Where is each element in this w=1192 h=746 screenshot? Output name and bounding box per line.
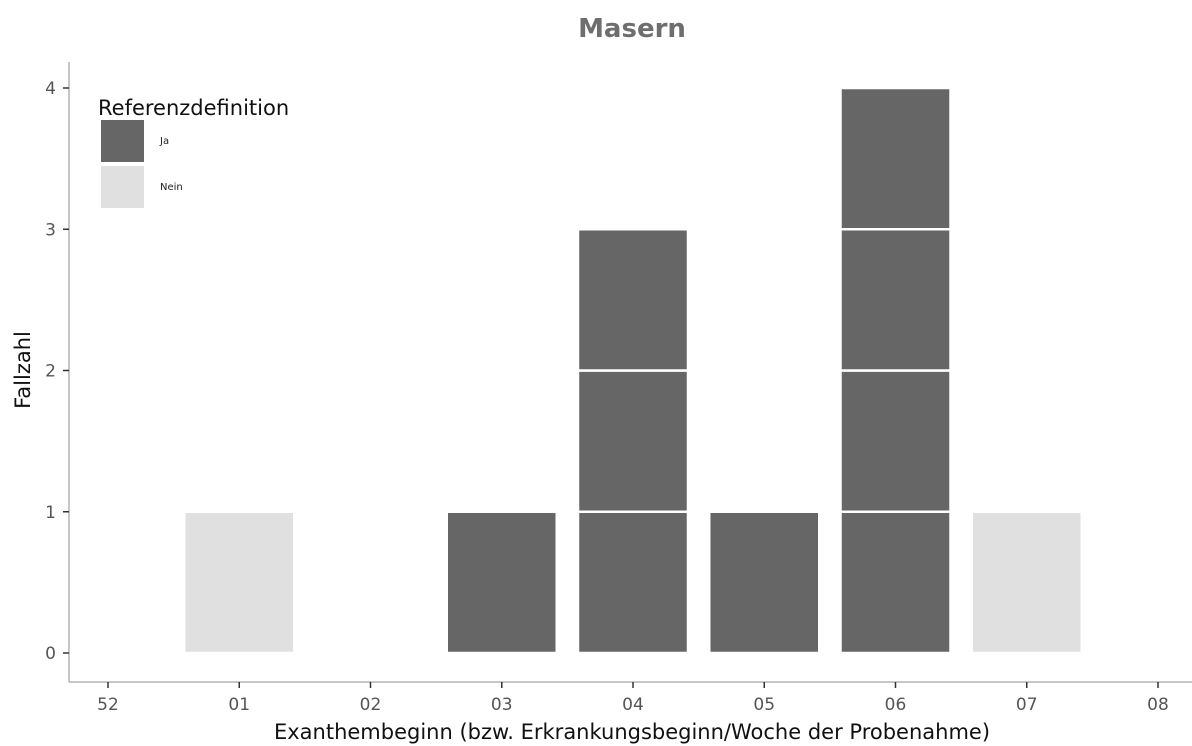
x-tick-label: 01 xyxy=(228,695,250,715)
y-tick-label: 2 xyxy=(45,362,56,382)
x-tick-label: 03 xyxy=(491,695,513,715)
chart-title: Masern xyxy=(578,14,686,44)
legend-label-ja: Ja xyxy=(159,136,169,147)
y-axis-title: Fallzahl xyxy=(11,331,35,409)
x-tick-label: 04 xyxy=(622,695,644,715)
legend-key-nein xyxy=(101,166,144,208)
bar-segment-ja-06 xyxy=(839,510,952,655)
x-ticks-group: 52 01 02 03 04 05 06 07 08 xyxy=(97,682,1169,715)
x-tick-label: 05 xyxy=(753,695,775,715)
legend-items: Ja Nein xyxy=(101,120,183,208)
legend-key-ja xyxy=(101,120,144,162)
bars-group xyxy=(183,86,1083,655)
y-ticks-group: 0 1 2 3 4 xyxy=(45,79,69,664)
x-tick-label: 06 xyxy=(885,695,907,715)
bar-segment-nein-01 xyxy=(183,510,296,655)
bar-segment-ja-05 xyxy=(708,510,821,655)
bar-segment-nein-07 xyxy=(970,510,1083,655)
bar-segment-ja-06 xyxy=(839,228,952,372)
bar-segment-ja-04 xyxy=(576,510,690,655)
x-axis-title: Exanthembeginn (bzw. Erkrankungsbeginn/W… xyxy=(274,720,990,744)
bar-segment-ja-06 xyxy=(839,369,952,513)
legend: Referenzdefinition Ja Nein xyxy=(98,96,289,208)
y-tick-label: 1 xyxy=(45,503,56,523)
legend-label-nein: Nein xyxy=(160,182,183,193)
bar-segment-ja-04 xyxy=(576,369,690,513)
bar-segment-ja-06 xyxy=(839,86,952,231)
x-tick-label: 07 xyxy=(1016,695,1038,715)
x-tick-label: 02 xyxy=(360,695,382,715)
x-tick-label: 52 xyxy=(97,695,119,715)
y-tick-label: 0 xyxy=(45,644,56,664)
legend-title: Referenzdefinition xyxy=(98,96,289,120)
x-tick-label: 08 xyxy=(1147,695,1169,715)
y-tick-label: 4 xyxy=(45,79,56,99)
bar-segment-ja-03 xyxy=(445,510,558,655)
y-tick-label: 3 xyxy=(45,220,56,240)
bar-segment-ja-04 xyxy=(576,228,690,372)
